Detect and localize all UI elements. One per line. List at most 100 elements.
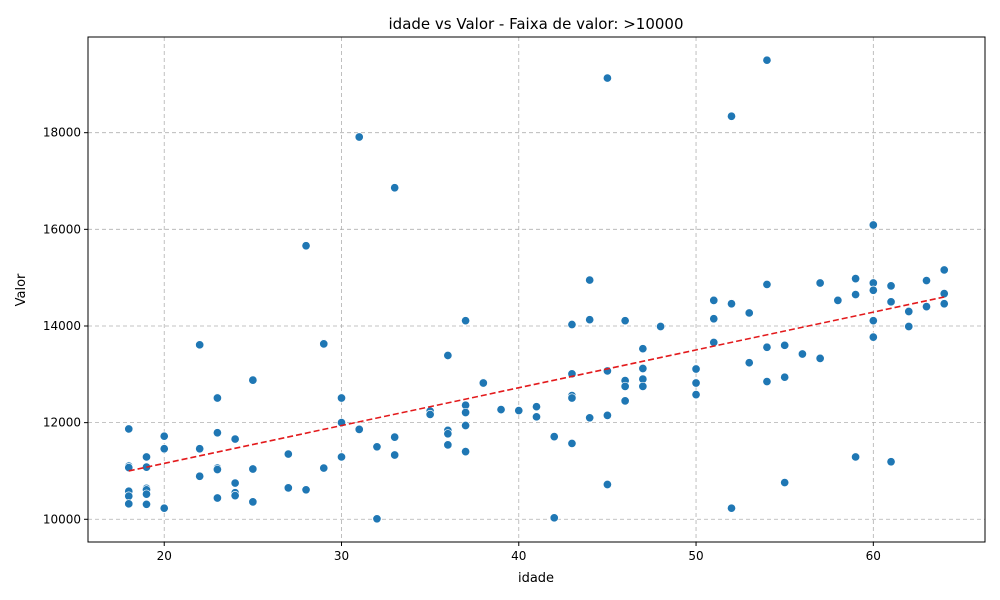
data-points	[124, 55, 949, 524]
data-point	[283, 483, 293, 493]
data-point	[602, 366, 612, 376]
data-point	[585, 275, 595, 285]
data-point	[602, 73, 612, 83]
data-point	[301, 241, 311, 251]
data-point	[744, 358, 754, 368]
data-point	[744, 308, 754, 318]
data-point	[531, 402, 542, 412]
data-point	[372, 442, 382, 452]
data-point	[815, 353, 825, 363]
data-point	[230, 478, 240, 488]
data-point	[833, 295, 843, 305]
data-point	[195, 340, 205, 350]
data-point	[159, 503, 169, 513]
data-point	[319, 339, 329, 349]
data-point	[709, 314, 719, 324]
data-point	[585, 413, 595, 423]
x-axis-label: idade	[518, 571, 554, 586]
data-point	[124, 463, 134, 473]
data-point	[709, 295, 719, 305]
data-point	[195, 471, 205, 481]
data-point	[141, 499, 152, 509]
x-tick-label: 40	[511, 549, 526, 563]
data-point	[443, 350, 453, 361]
data-point	[602, 410, 612, 420]
data-point	[319, 463, 329, 473]
data-point	[691, 364, 701, 374]
data-point	[921, 302, 932, 312]
data-point	[141, 489, 152, 499]
data-point	[567, 319, 577, 330]
data-point	[886, 297, 896, 307]
data-point	[212, 464, 222, 475]
y-tick-label: 10000	[43, 512, 81, 526]
data-point	[691, 378, 701, 388]
data-point	[248, 375, 258, 385]
data-point	[531, 412, 542, 422]
data-point	[124, 424, 134, 434]
data-point	[726, 299, 737, 309]
data-point	[336, 393, 347, 403]
data-point	[567, 438, 577, 448]
y-axis-ticks: 10000 12000 14000 16000 18000	[43, 126, 88, 526]
data-point	[851, 452, 861, 462]
data-point	[141, 452, 152, 462]
y-tick-label: 16000	[43, 222, 81, 236]
data-point	[815, 278, 825, 288]
y-tick-label: 12000	[43, 416, 81, 430]
data-point	[904, 306, 914, 317]
data-point	[868, 220, 878, 230]
data-point	[868, 316, 878, 326]
data-point	[248, 464, 258, 474]
y-tick-label: 14000	[43, 319, 81, 333]
data-point	[159, 444, 169, 454]
data-point	[354, 132, 364, 142]
data-point	[585, 315, 595, 325]
data-point	[780, 372, 790, 382]
data-point	[549, 513, 559, 523]
data-point	[602, 479, 612, 490]
data-point	[567, 393, 577, 403]
data-point	[443, 429, 453, 439]
data-point	[656, 321, 666, 332]
data-point	[868, 285, 878, 295]
data-point	[514, 406, 524, 416]
data-point	[461, 420, 471, 431]
data-point	[904, 321, 914, 332]
data-point	[461, 407, 471, 418]
data-point	[868, 332, 878, 342]
trend-line	[128, 296, 945, 472]
x-tick-label: 60	[866, 549, 881, 563]
data-point	[124, 499, 134, 509]
x-tick-label: 20	[157, 549, 172, 563]
x-tick-label: 50	[688, 549, 703, 563]
data-point	[354, 424, 364, 434]
data-point	[886, 281, 896, 291]
data-point	[212, 493, 222, 503]
data-point	[301, 485, 311, 495]
data-point	[620, 396, 630, 406]
data-point	[780, 340, 790, 350]
data-point	[638, 381, 648, 391]
data-point	[762, 342, 772, 352]
data-point	[230, 434, 240, 444]
data-point	[248, 497, 258, 507]
data-point	[390, 183, 400, 193]
data-point	[390, 450, 400, 460]
plot-frame	[87, 36, 986, 543]
data-point	[886, 457, 896, 467]
y-tick-label: 18000	[43, 126, 81, 140]
data-point	[549, 432, 559, 442]
data-point	[336, 452, 347, 462]
data-point	[461, 447, 471, 457]
data-point	[762, 55, 772, 65]
trend-line-group	[128, 296, 945, 472]
x-tick-label: 30	[334, 549, 349, 563]
data-point	[762, 279, 772, 289]
data-point	[638, 363, 648, 374]
data-point	[461, 316, 471, 326]
data-point	[425, 409, 435, 419]
data-point	[212, 393, 222, 403]
